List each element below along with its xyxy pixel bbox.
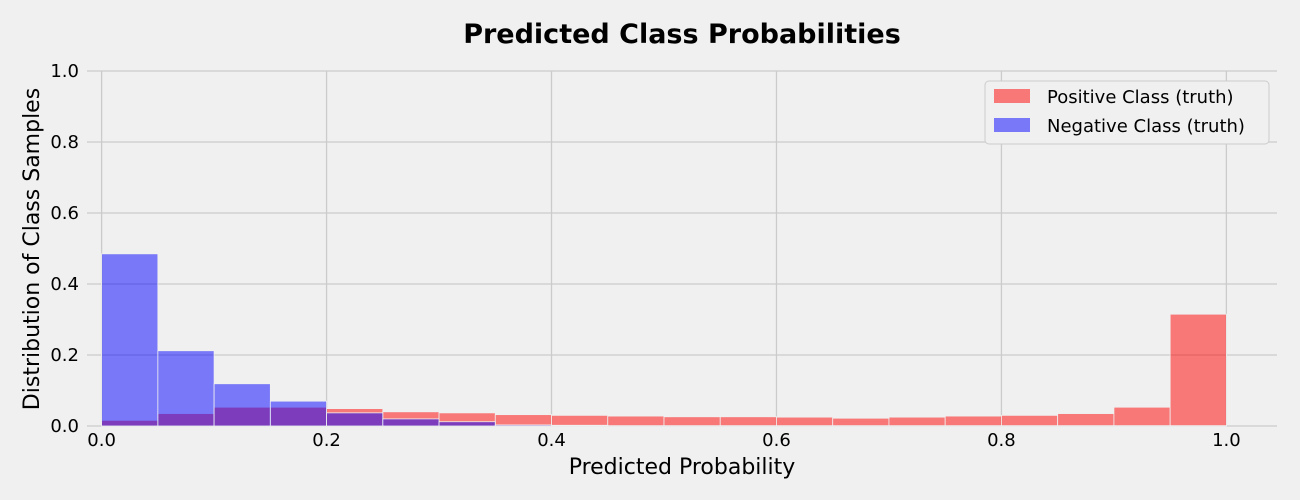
legend: Positive Class (truth) Negative Class (tr… xyxy=(984,80,1270,145)
negative-bar-4 xyxy=(326,412,384,427)
positive-bar-16 xyxy=(1001,414,1059,427)
positive-bar-13 xyxy=(832,417,890,427)
x-axis-ticks: 0.0 0.2 0.4 0.6 0.8 1.0 xyxy=(87,430,1240,451)
positive-bar-8 xyxy=(551,414,609,427)
positive-bar-10 xyxy=(663,416,721,427)
x-tick-label: 0.2 xyxy=(312,430,341,451)
negative-bar-6 xyxy=(438,421,496,427)
x-axis-label: Predicted Probability xyxy=(569,455,796,480)
positive-bar-18 xyxy=(1113,406,1171,427)
positive-bar-15 xyxy=(944,415,1002,427)
negative-class-bars xyxy=(101,253,1227,427)
legend-label-negative: Negative Class (truth) xyxy=(1047,116,1245,137)
chart-title: Predicted Class Probabilities xyxy=(463,19,901,50)
y-tick-label: 0.0 xyxy=(50,416,79,437)
x-tick-label: 0.4 xyxy=(537,430,566,451)
y-tick-label: 1.0 xyxy=(50,61,79,82)
legend-swatch-negative xyxy=(994,118,1030,132)
negative-bar-2 xyxy=(213,383,271,427)
y-tick-label: 0.6 xyxy=(50,203,79,224)
y-axis-label: Distribution of Class Samples xyxy=(20,88,45,410)
negative-bar-3 xyxy=(269,400,327,427)
y-axis-ticks: 0.0 0.2 0.4 0.6 0.8 1.0 xyxy=(50,61,79,437)
positive-bar-19 xyxy=(1169,313,1227,427)
negative-bar-5 xyxy=(382,418,440,427)
x-tick-label: 0.0 xyxy=(87,430,116,451)
x-tick-label: 1.0 xyxy=(1212,430,1241,451)
y-tick-label: 0.2 xyxy=(50,345,79,366)
x-tick-label: 0.6 xyxy=(762,430,791,451)
positive-bar-17 xyxy=(1057,413,1115,427)
legend-swatch-positive xyxy=(994,89,1030,103)
positive-bar-14 xyxy=(888,416,946,427)
x-tick-label: 0.8 xyxy=(987,430,1016,451)
legend-frame xyxy=(984,80,1270,145)
positive-bar-9 xyxy=(607,415,665,427)
y-tick-label: 0.4 xyxy=(50,274,79,295)
positive-bar-11 xyxy=(719,416,777,427)
legend-label-positive: Positive Class (truth) xyxy=(1047,87,1234,108)
y-tick-label: 0.8 xyxy=(50,132,79,153)
negative-bar-1 xyxy=(157,350,215,427)
negative-bar-7 xyxy=(494,424,552,427)
negative-bar-0 xyxy=(101,253,159,427)
positive-bar-12 xyxy=(776,416,834,427)
negative-bar-8 xyxy=(551,424,609,427)
positive-bar-7 xyxy=(494,414,552,427)
